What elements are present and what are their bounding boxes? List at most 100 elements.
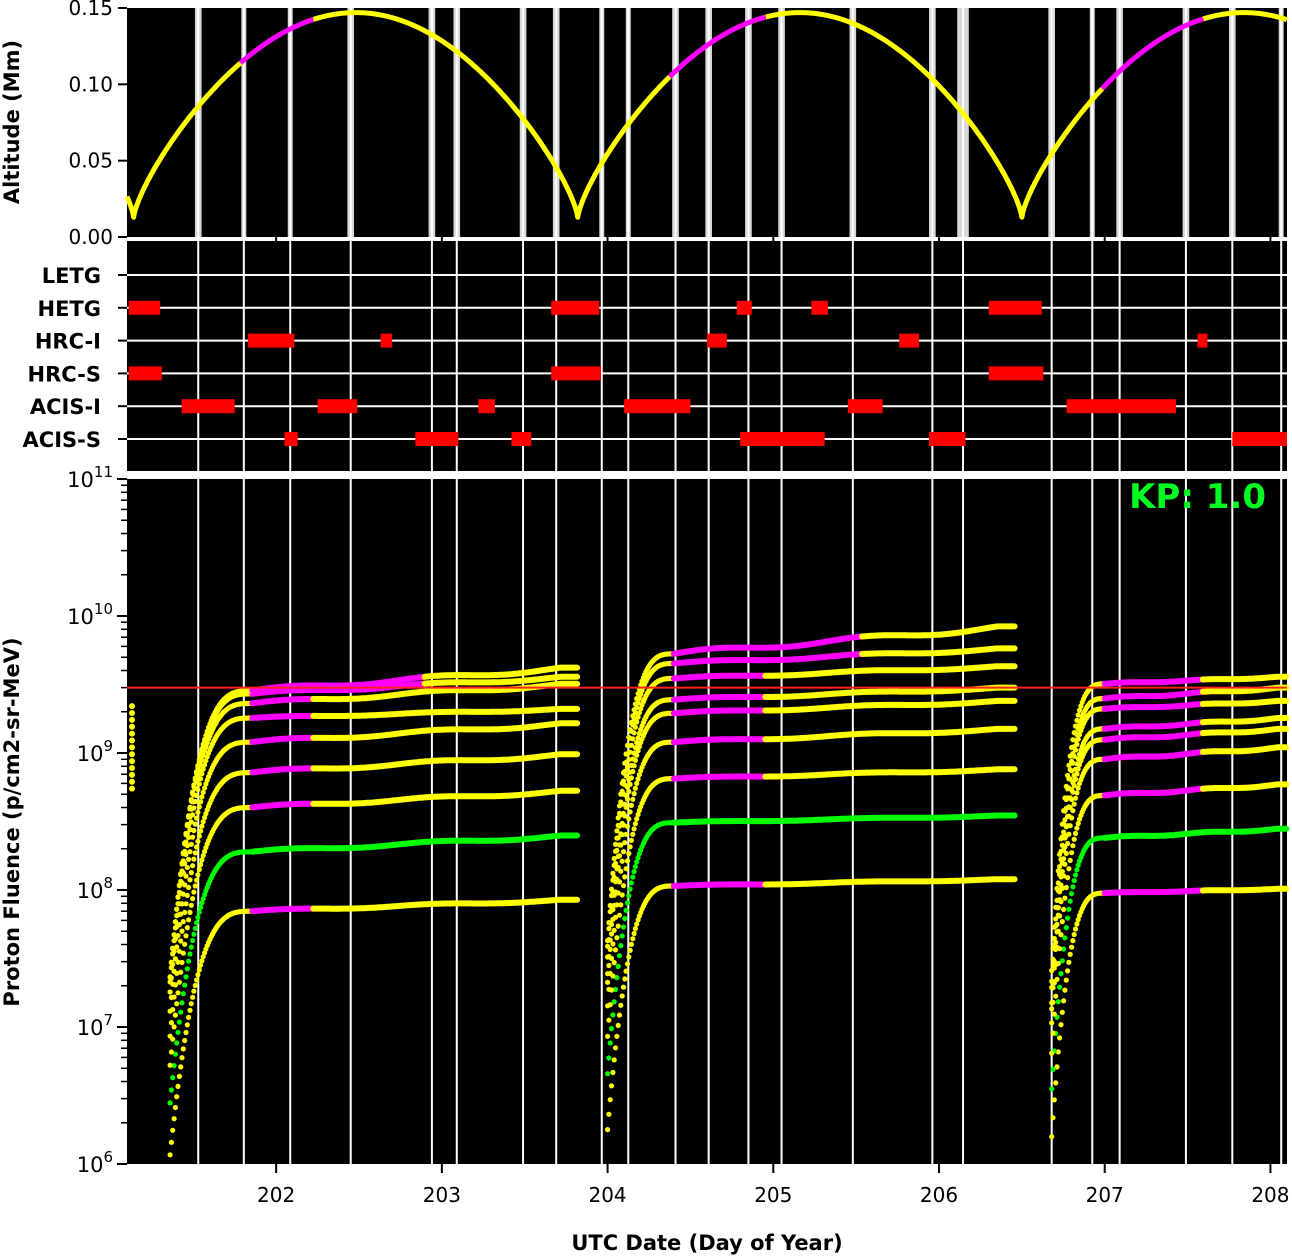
fluence-point <box>1054 1064 1060 1070</box>
fluence-point <box>636 772 643 778</box>
fluence-point <box>1054 897 1060 904</box>
fluence-point <box>174 1001 180 1007</box>
fluence-point <box>1076 707 1083 713</box>
fluence-series-line <box>605 812 1018 1077</box>
fluence-point <box>612 848 619 855</box>
fluence-point <box>615 853 621 860</box>
fluence-point <box>610 941 616 947</box>
fluence-point <box>176 882 182 888</box>
fluence-point <box>203 732 209 738</box>
fluence-point <box>630 936 636 942</box>
fluence-point <box>611 999 617 1005</box>
fluence-point <box>1066 906 1072 912</box>
fluence-point <box>187 909 193 916</box>
y-tick-label: 1011 <box>67 463 113 492</box>
fluence-point <box>194 877 200 883</box>
fluence-series-line <box>605 725 1018 1009</box>
fluence-point <box>128 744 135 751</box>
fluence-point <box>1050 1030 1056 1036</box>
fluence-point <box>610 1012 616 1018</box>
fluence-point <box>1071 730 1077 736</box>
fluence-track <box>1199 781 1290 792</box>
fluence-track <box>670 881 769 889</box>
fluence-point <box>183 933 189 939</box>
fluence-point <box>1049 1020 1055 1026</box>
fluence-track <box>762 876 1018 888</box>
y-tick-label: 0.15 <box>68 0 113 20</box>
fluence-point <box>623 968 629 974</box>
fluence-point <box>631 826 637 832</box>
fluence-point <box>194 769 200 775</box>
fluence-point <box>1074 761 1080 767</box>
fluence-point <box>1076 781 1083 787</box>
fluence-point <box>192 775 198 781</box>
fluence-point <box>1058 836 1064 842</box>
fluence-point <box>199 958 205 964</box>
fluence-point <box>631 869 637 875</box>
fluence-point <box>195 914 201 920</box>
orbit-segment <box>311 10 672 220</box>
fluence-point <box>1059 821 1065 827</box>
fluence-point <box>628 719 635 726</box>
fluence-point <box>636 710 643 716</box>
fluence-point <box>1071 772 1077 779</box>
fluence-point <box>1067 857 1073 864</box>
fluence-point <box>611 927 617 933</box>
fluence-point <box>175 990 181 996</box>
fluence-point <box>630 713 636 719</box>
fluence-track <box>670 633 866 657</box>
fluence-point <box>632 821 639 827</box>
fluence-track <box>670 693 769 703</box>
instrument-bar <box>551 366 601 381</box>
fluence-point <box>168 1020 174 1026</box>
fluence-point <box>196 866 202 873</box>
fluence-point <box>1049 984 1055 991</box>
fluence-point <box>1059 842 1065 848</box>
fluence-point <box>174 1040 180 1046</box>
fluence-point <box>1062 795 1068 801</box>
fluence-point <box>1075 820 1081 827</box>
fluence-point <box>626 954 632 960</box>
fluence-point <box>168 1139 174 1145</box>
fluence-point <box>171 1024 177 1030</box>
fluence-point <box>190 896 196 902</box>
fluence-point <box>622 976 628 982</box>
fluence-point <box>1050 1115 1056 1121</box>
fluence-point <box>619 993 625 999</box>
fluence-point <box>187 1007 193 1014</box>
fluence-point <box>170 946 176 952</box>
orbit-segment <box>764 10 1105 220</box>
fluence-point <box>1076 751 1083 757</box>
fluence-point <box>626 789 632 795</box>
fluence-point <box>620 849 627 855</box>
fluence-point <box>178 938 184 944</box>
fluence-track <box>249 765 317 776</box>
fluence-point <box>630 796 636 802</box>
fluence-point <box>182 1037 188 1044</box>
fluence-point <box>1057 1035 1063 1041</box>
fluence-point <box>1070 843 1076 849</box>
fluence-point <box>167 974 173 981</box>
fluence-point <box>172 1104 178 1111</box>
fluence-point <box>1053 1080 1059 1086</box>
fluence-point <box>1071 931 1077 938</box>
fluence-point <box>202 737 208 743</box>
fluence-point <box>607 909 613 915</box>
fluence-point <box>1049 1086 1055 1092</box>
altitude-y-ticks: 0.00 0.05 0.10 0.15 <box>68 0 1272 249</box>
fluence-point <box>636 743 643 750</box>
fluence-track <box>249 800 317 811</box>
fluence-point <box>186 1014 192 1021</box>
fluence-point <box>618 902 624 908</box>
fluence-point <box>198 962 204 968</box>
fluence-point <box>632 864 639 870</box>
fluence-point <box>202 785 208 791</box>
fluence-point <box>607 1097 613 1103</box>
fluence-point <box>199 823 205 829</box>
instrument-bar <box>380 333 393 348</box>
fluence-point <box>615 923 621 929</box>
instrument-label: HRC-S <box>28 362 101 386</box>
fluence-point <box>186 958 192 964</box>
fluence-point <box>168 1087 174 1093</box>
instrument-bar <box>736 300 752 315</box>
